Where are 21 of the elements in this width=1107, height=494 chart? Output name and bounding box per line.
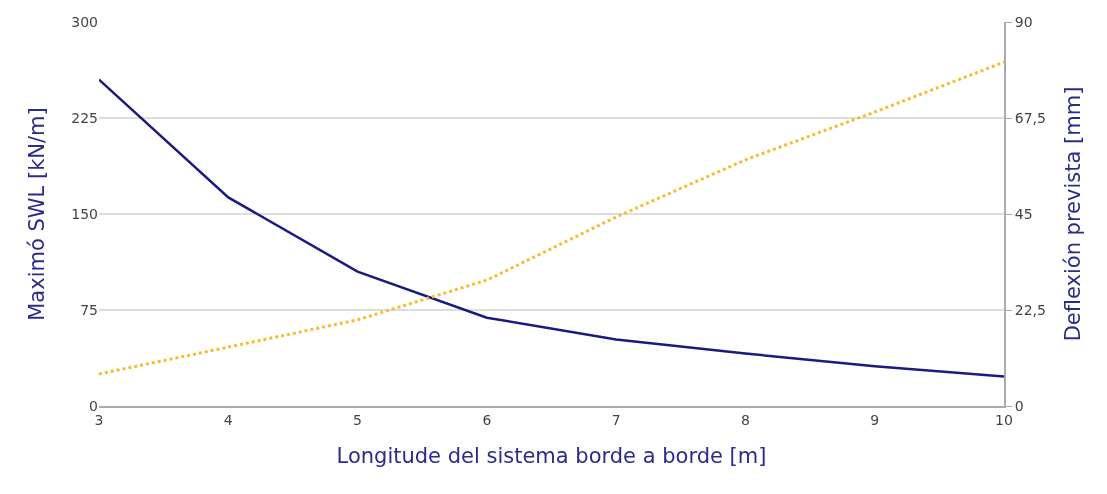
y-tick-label: 300 — [71, 13, 98, 30]
x-tick-label: 6 — [482, 411, 492, 428]
x-tick-label: 7 — [611, 411, 621, 428]
y2-tick-label: 45 — [1014, 205, 1033, 222]
x-tick-label: 8 — [740, 411, 750, 428]
x-axis-title: Longitude del sistema borde a borde [m] — [336, 444, 767, 469]
y2-tick-label: 0 — [1014, 397, 1024, 414]
y-axis-title: Maximó SWL [kN/m] — [25, 107, 50, 321]
x-tick-label: 3 — [94, 411, 104, 428]
y-tick-label: 150 — [71, 205, 98, 222]
x-tick-label: 4 — [223, 411, 233, 428]
y-tick-label: 225 — [71, 109, 98, 126]
y2-tick-label: 22,5 — [1014, 301, 1046, 318]
x-tick-label: 10 — [995, 411, 1013, 428]
y2-tick-label: 67,5 — [1014, 109, 1046, 126]
y2-axis-title: Deflexión prevista [mm] — [1060, 86, 1085, 342]
x-tick-label: 9 — [870, 411, 880, 428]
y-tick-label: 0 — [89, 397, 98, 414]
y2-tick-label: 90 — [1014, 13, 1033, 30]
x-tick-label: 5 — [353, 411, 363, 428]
y-tick-label: 75 — [80, 301, 98, 318]
